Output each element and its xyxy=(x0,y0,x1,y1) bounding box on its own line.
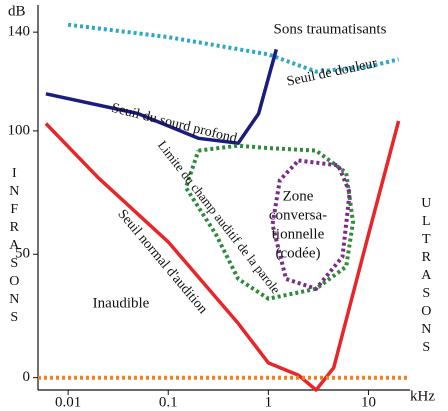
curve xyxy=(67,22,400,74)
curve xyxy=(183,143,355,301)
y-tick-label: 0 xyxy=(23,369,31,385)
zone-label: conversa- xyxy=(269,207,327,223)
zone-label: (codée) xyxy=(276,245,321,261)
y-tick-label: 140 xyxy=(8,24,31,40)
curve-label: Seuil de douleur xyxy=(286,56,379,90)
y-tick-label: 50 xyxy=(15,246,30,262)
zone-label: tionnelle xyxy=(272,226,325,242)
x-tick-label: 0.01 xyxy=(55,394,81,410)
zone-label: Zone xyxy=(283,188,314,204)
y-tick-label: 100 xyxy=(8,122,31,138)
curve xyxy=(45,48,278,145)
curve xyxy=(44,120,401,392)
x-tick-label: 0.1 xyxy=(159,394,178,410)
annotation: Sons traumatisants xyxy=(274,21,387,37)
annotation: Inaudible xyxy=(93,295,150,311)
annotation: INFRASONS xyxy=(7,166,22,328)
x-tick-label: 10 xyxy=(361,394,376,410)
x-axis-label: kHz xyxy=(410,388,435,404)
curve xyxy=(270,158,352,291)
annotation: ULTRASONS xyxy=(419,196,434,358)
curve-label: Seuil du sourd profond xyxy=(110,101,239,147)
x-tick-label: 1 xyxy=(265,394,273,410)
y-axis-label: dB xyxy=(8,3,26,19)
